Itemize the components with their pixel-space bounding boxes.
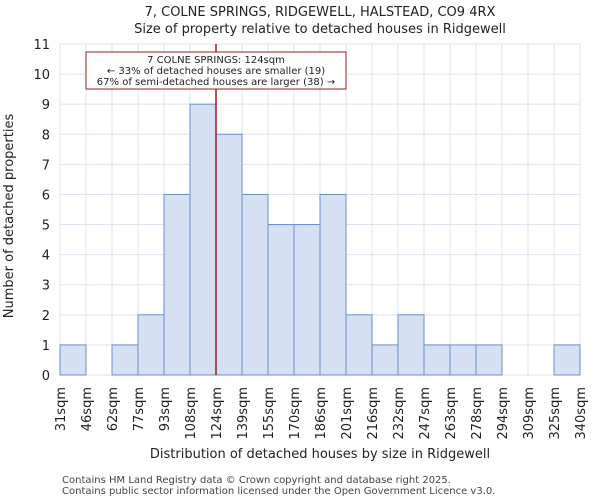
histogram-bar — [163, 193, 191, 376]
histogram-bar — [371, 344, 399, 376]
y-tick-label: 7 — [42, 158, 50, 173]
footer-line2: Contains public sector information licen… — [62, 486, 495, 497]
histogram-bar — [189, 103, 217, 376]
y-tick-label: 10 — [33, 68, 50, 83]
y-tick-label: 6 — [42, 188, 50, 203]
chart-title-line1: 7, COLNE SPRINGS, RIDGEWELL, HALSTEAD, C… — [145, 5, 496, 20]
y-tick-label: 9 — [42, 98, 50, 113]
x-tick-label: 124sqm — [210, 387, 225, 440]
histogram-bar — [553, 344, 581, 376]
histogram-bar — [241, 193, 269, 376]
histogram-bar — [137, 314, 165, 376]
x-tick-label: 263sqm — [444, 387, 459, 440]
histogram-bar — [423, 344, 451, 376]
x-tick-label: 325sqm — [548, 387, 563, 440]
histogram-bar — [449, 344, 477, 376]
histogram-bar — [397, 314, 425, 376]
x-tick-label: 46sqm — [80, 387, 95, 431]
x-axis-label: Distribution of detached houses by size … — [150, 447, 490, 462]
x-tick-label: 186sqm — [314, 387, 329, 440]
y-axis-label: Number of detached properties — [2, 114, 17, 319]
y-tick-label: 0 — [42, 369, 50, 384]
footer-line1: Contains HM Land Registry data © Crown c… — [62, 475, 451, 486]
chart-title-line2: Size of property relative to detached ho… — [134, 22, 506, 37]
x-tick-label: 93sqm — [158, 387, 173, 431]
annotation-line1: 7 COLNE SPRINGS: 124sqm — [147, 55, 285, 66]
y-tick-label: 1 — [42, 339, 50, 354]
histogram-bar — [345, 314, 373, 376]
histogram-bar — [215, 133, 243, 376]
y-tick-labels: 0 1 2 3 4 5 6 7 8 9 10 11 — [33, 38, 50, 384]
histogram-bar — [267, 224, 295, 376]
x-tick-label: 139sqm — [236, 387, 251, 440]
x-tick-label: 278sqm — [470, 387, 485, 440]
annotation-box — [85, 51, 347, 90]
x-tick-label: 340sqm — [574, 387, 589, 440]
x-tick-labels: 31sqm 46sqm 62sqm 77sqm 93sqm 108sqm 124sqm 139… — [54, 387, 589, 440]
annotation-line2: ← 33% of detached houses are smaller (19… — [107, 66, 325, 77]
y-tick-label: 5 — [42, 219, 50, 234]
x-tick-label: 294sqm — [496, 387, 511, 440]
x-tick-label: 62sqm — [106, 387, 121, 431]
annotation-line3: 67% of semi-detached houses are larger (… — [97, 77, 335, 88]
y-tick-label: 4 — [42, 249, 50, 264]
x-tick-label: 170sqm — [288, 387, 303, 440]
x-tick-label: 232sqm — [392, 387, 407, 440]
x-tick-label: 216sqm — [366, 387, 381, 440]
x-tick-label: 108sqm — [184, 387, 199, 440]
y-tick-label: 8 — [42, 128, 50, 143]
histogram-bar — [319, 193, 347, 376]
x-tick-label: 77sqm — [132, 387, 147, 431]
y-tick-label: 3 — [42, 279, 50, 294]
x-tick-label: 247sqm — [418, 387, 433, 440]
y-tick-label: 2 — [42, 309, 50, 324]
histogram-bar — [59, 344, 87, 376]
x-tick-label: 309sqm — [522, 387, 537, 440]
histogram-bar — [293, 224, 321, 376]
histogram-bar — [475, 344, 503, 376]
bars — [59, 103, 581, 376]
y-tick-label: 11 — [33, 38, 50, 53]
x-tick-label: 201sqm — [340, 387, 355, 440]
histogram-bar — [111, 344, 139, 376]
x-tick-label: 31sqm — [54, 387, 69, 431]
x-tick-label: 155sqm — [262, 387, 277, 440]
